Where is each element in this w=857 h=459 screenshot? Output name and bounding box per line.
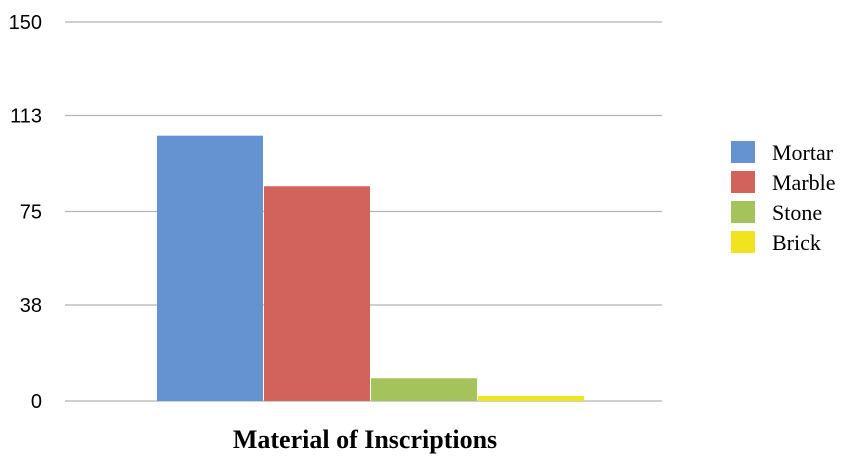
y-axis-tick-labels: 0 38 75 113 150 xyxy=(9,12,42,413)
legend-swatch-marble xyxy=(731,171,755,193)
x-axis-label: Material of Inscriptions xyxy=(233,425,497,454)
bars xyxy=(157,135,584,401)
legend-label-stone: Stone xyxy=(772,200,822,225)
bar-mortar xyxy=(157,135,263,401)
y-tick-label-2: 75 xyxy=(20,202,42,224)
y-tick-label-4: 150 xyxy=(9,12,42,34)
legend-swatch-brick xyxy=(731,231,755,253)
y-tick-label-3: 113 xyxy=(10,105,42,127)
legend-label-mortar: Mortar xyxy=(772,140,834,165)
legend-label-brick: Brick xyxy=(772,230,821,255)
legend-swatch-mortar xyxy=(731,141,755,163)
legend-swatch-stone xyxy=(731,201,755,223)
y-tick-label-1: 38 xyxy=(20,295,42,317)
bar-marble xyxy=(264,186,370,401)
y-tick-label-0: 0 xyxy=(31,391,42,413)
bar-brick xyxy=(478,395,584,401)
bar-stone xyxy=(371,378,477,401)
legend-label-marble: Marble xyxy=(772,170,836,195)
legend: Mortar Marble Stone Brick xyxy=(731,140,836,255)
